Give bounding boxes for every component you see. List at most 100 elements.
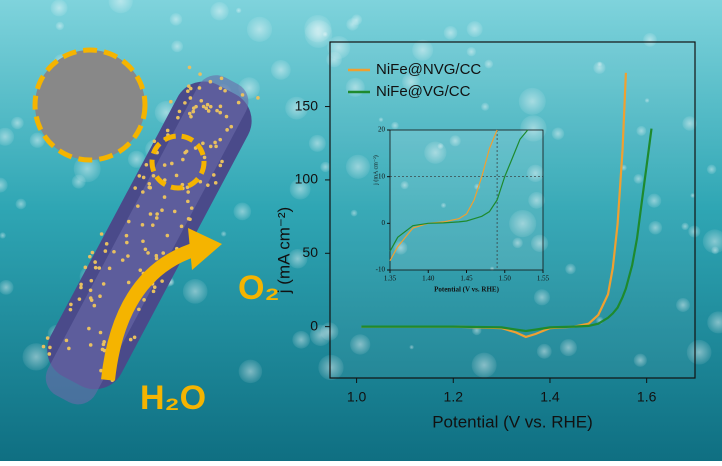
bubble bbox=[518, 87, 546, 115]
dot bbox=[154, 256, 159, 261]
dot bbox=[224, 114, 229, 119]
dot bbox=[126, 219, 131, 224]
bubble bbox=[346, 18, 359, 31]
dot bbox=[187, 65, 192, 70]
dot bbox=[79, 282, 83, 287]
dot bbox=[102, 340, 106, 344]
dot bbox=[89, 298, 94, 302]
bubble bbox=[707, 311, 722, 334]
dot bbox=[98, 330, 103, 335]
bubble bbox=[551, 127, 565, 140]
dot bbox=[154, 216, 159, 220]
dot bbox=[170, 161, 174, 166]
bubble bbox=[378, 117, 384, 122]
dot bbox=[199, 98, 204, 103]
series-line bbox=[389, 129, 529, 252]
dot bbox=[140, 223, 145, 227]
dot bbox=[141, 175, 146, 180]
dot bbox=[236, 100, 241, 105]
dot bbox=[165, 128, 170, 133]
bubble bbox=[304, 14, 332, 43]
dot bbox=[87, 326, 91, 331]
dot bbox=[147, 181, 152, 186]
dot bbox=[208, 144, 213, 149]
dot bbox=[187, 111, 192, 116]
dot bbox=[144, 162, 149, 167]
dot bbox=[143, 247, 148, 252]
bubble bbox=[643, 32, 657, 47]
y-tick-label: 0 bbox=[310, 317, 318, 333]
bubble bbox=[350, 334, 371, 355]
zoom-circle bbox=[149, 133, 207, 191]
dot bbox=[41, 344, 46, 349]
dot bbox=[107, 266, 112, 271]
dot bbox=[77, 297, 82, 301]
bubble bbox=[648, 220, 663, 235]
dot bbox=[204, 106, 209, 111]
reaction-arrow bbox=[101, 241, 203, 381]
bubble bbox=[644, 98, 650, 103]
bubble bbox=[71, 174, 86, 189]
dot bbox=[162, 195, 167, 199]
dot bbox=[202, 155, 207, 160]
dot bbox=[89, 278, 94, 283]
dot bbox=[172, 209, 177, 214]
bubble bbox=[55, 21, 65, 31]
dot bbox=[174, 173, 179, 178]
dot bbox=[201, 141, 205, 146]
dot bbox=[184, 149, 189, 154]
arrow-head bbox=[188, 228, 222, 270]
dot bbox=[177, 109, 182, 114]
bubble bbox=[402, 72, 421, 91]
bubble bbox=[449, 135, 461, 147]
dot bbox=[225, 128, 229, 132]
bubble bbox=[686, 339, 712, 365]
y-tick-label: 100 bbox=[295, 171, 319, 187]
bubble bbox=[481, 102, 490, 111]
bubble bbox=[292, 330, 310, 349]
plot-frame bbox=[329, 41, 696, 379]
dot bbox=[191, 109, 196, 114]
bubble bbox=[350, 209, 358, 217]
sem-inset bbox=[32, 47, 148, 163]
dot bbox=[126, 280, 131, 285]
bubble bbox=[520, 115, 547, 142]
bubble bbox=[676, 298, 690, 312]
dot bbox=[169, 99, 173, 104]
dot bbox=[64, 338, 69, 343]
dot bbox=[125, 240, 129, 245]
dot bbox=[141, 239, 145, 244]
dot bbox=[138, 268, 143, 272]
dot bbox=[206, 109, 211, 113]
y-tick-label: 0 bbox=[382, 219, 386, 227]
dot bbox=[162, 163, 167, 167]
bubble bbox=[210, 2, 229, 21]
dot bbox=[120, 258, 125, 262]
dot bbox=[88, 288, 93, 293]
bubble bbox=[633, 353, 647, 367]
dot bbox=[45, 336, 50, 340]
x-tick-label: 1.55 bbox=[537, 275, 550, 283]
dot bbox=[165, 233, 170, 238]
bubble bbox=[235, 7, 242, 14]
bubble bbox=[400, 181, 409, 190]
bubble bbox=[171, 40, 184, 53]
bubble bbox=[15, 198, 27, 210]
dot bbox=[101, 282, 106, 286]
bubble bbox=[690, 193, 696, 198]
x-axis-label: Potential (V vs. RHE) bbox=[432, 412, 593, 431]
dot bbox=[218, 86, 223, 91]
bubble bbox=[565, 263, 576, 275]
dot bbox=[191, 106, 196, 110]
dot bbox=[188, 217, 192, 222]
bubble bbox=[308, 134, 326, 152]
dot bbox=[152, 285, 157, 290]
bubble bbox=[318, 354, 344, 381]
x-tick-label: 1.2 bbox=[444, 389, 464, 405]
dot bbox=[160, 208, 164, 213]
dot bbox=[97, 266, 102, 270]
dot bbox=[133, 186, 137, 190]
y-tick-label: 20 bbox=[378, 126, 386, 134]
y-tick-label: -10 bbox=[376, 266, 386, 274]
dot bbox=[188, 96, 193, 100]
